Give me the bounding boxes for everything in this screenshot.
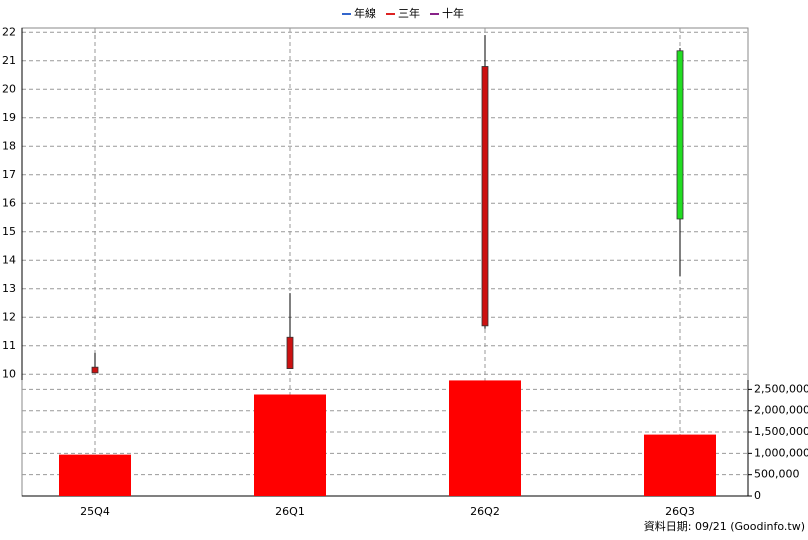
y-tick-label: 15 (2, 225, 16, 238)
x-tick-label: 25Q4 (80, 505, 110, 518)
y2-tick-label: 1,500,000 (754, 425, 808, 438)
y2-tick-label: 2,000,000 (754, 404, 808, 417)
x-tick-label: 26Q3 (665, 505, 695, 518)
plot-frame (21, 27, 749, 497)
y2-tick-label: 2,500,000 (754, 382, 808, 395)
y-tick-label: 12 (2, 310, 16, 323)
y-tick-label: 19 (2, 111, 16, 124)
volume-bar (644, 434, 716, 496)
volume-bar (449, 380, 521, 496)
volume-bar (59, 454, 131, 496)
y-tick-label: 10 (2, 367, 16, 380)
y-tick-label: 11 (2, 339, 16, 352)
legend-label: 年線 (354, 6, 376, 20)
source-note: 資料日期: 09/21 (Goodinfo.tw) (644, 519, 805, 533)
legend-label: 十年 (442, 6, 464, 20)
candle-body (91, 366, 99, 374)
x-tick-label: 26Q2 (470, 505, 500, 518)
y-tick-label: 13 (2, 282, 16, 295)
y-tick-label: 20 (2, 82, 16, 95)
y2-tick-label: 0 (754, 489, 761, 502)
volume-bar (254, 394, 326, 496)
y2-tick-label: 1,000,000 (754, 446, 808, 459)
y2-tick-label: 500,000 (754, 468, 800, 481)
legend-label: 三年 (398, 6, 420, 20)
candle-body (286, 336, 294, 369)
y-tick-label: 16 (2, 196, 16, 209)
y-tick-label: 18 (2, 139, 16, 152)
y-tick-label: 22 (2, 25, 16, 38)
y-tick-label: 21 (2, 54, 16, 67)
candle-body (676, 50, 684, 220)
y-tick-label: 14 (2, 253, 16, 266)
x-tick-label: 26Q1 (275, 505, 305, 518)
y-tick-label: 17 (2, 168, 16, 181)
candle-body (481, 66, 489, 327)
